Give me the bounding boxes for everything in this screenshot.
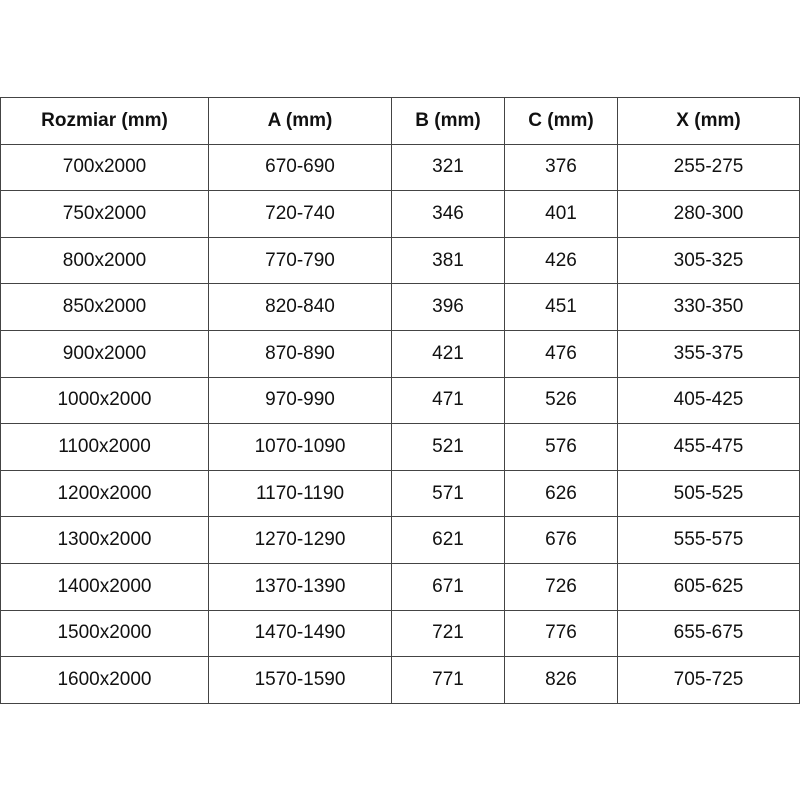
cell-c: 776 — [504, 609, 618, 658]
cell-size: 1500x2000 — [0, 609, 209, 658]
cell-c: 476 — [504, 329, 618, 378]
table-row: 1600x2000 1570-1590 771 826 705-725 — [0, 656, 800, 704]
cell-b: 771 — [391, 656, 505, 704]
cell-b: 671 — [391, 562, 505, 611]
cell-a: 1570-1590 — [208, 656, 392, 704]
cell-c: 426 — [504, 236, 618, 285]
cell-size: 1400x2000 — [0, 562, 209, 611]
table-row: 1400x2000 1370-1390 671 726 605-625 — [0, 562, 800, 611]
table-row: 750x2000 720-740 346 401 280-300 — [0, 190, 800, 238]
cell-x: 605-625 — [617, 562, 800, 611]
cell-a: 970-990 — [208, 376, 392, 425]
header-c: C (mm) — [504, 97, 618, 145]
cell-b: 721 — [391, 609, 505, 658]
table-row: 850x2000 820-840 396 451 330-350 — [0, 283, 800, 331]
cell-c: 626 — [504, 469, 618, 518]
cell-size: 1200x2000 — [0, 469, 209, 518]
header-a: A (mm) — [208, 97, 392, 145]
header-b: B (mm) — [391, 97, 505, 145]
cell-b: 571 — [391, 469, 505, 518]
cell-b: 346 — [391, 190, 505, 238]
cell-a: 1370-1390 — [208, 562, 392, 611]
cell-c: 526 — [504, 376, 618, 425]
cell-x: 280-300 — [617, 190, 800, 238]
cell-a: 1270-1290 — [208, 516, 392, 564]
cell-a: 670-690 — [208, 143, 392, 192]
cell-c: 376 — [504, 143, 618, 192]
cell-b: 321 — [391, 143, 505, 192]
cell-c: 826 — [504, 656, 618, 704]
cell-size: 850x2000 — [0, 283, 209, 331]
cell-x: 305-325 — [617, 236, 800, 285]
cell-size: 1300x2000 — [0, 516, 209, 564]
header-size: Rozmiar (mm) — [0, 97, 209, 145]
cell-x: 505-525 — [617, 469, 800, 518]
cell-a: 720-740 — [208, 190, 392, 238]
cell-a: 1070-1090 — [208, 423, 392, 471]
header-row: Rozmiar (mm) A (mm) B (mm) C (mm) X (mm) — [0, 97, 800, 145]
table-row: 1100x2000 1070-1090 521 576 455-475 — [0, 423, 800, 471]
header-x: X (mm) — [617, 97, 800, 145]
cell-x: 455-475 — [617, 423, 800, 471]
table-row: 1500x2000 1470-1490 721 776 655-675 — [0, 609, 800, 658]
cell-size: 1600x2000 — [0, 656, 209, 704]
cell-x: 655-675 — [617, 609, 800, 658]
cell-size: 900x2000 — [0, 329, 209, 378]
cell-c: 676 — [504, 516, 618, 564]
cell-size: 800x2000 — [0, 236, 209, 285]
cell-a: 870-890 — [208, 329, 392, 378]
table-row: 900x2000 870-890 421 476 355-375 — [0, 329, 800, 378]
cell-c: 451 — [504, 283, 618, 331]
table-row: 700x2000 670-690 321 376 255-275 — [0, 143, 800, 192]
cell-b: 521 — [391, 423, 505, 471]
cell-x: 330-350 — [617, 283, 800, 331]
cell-a: 820-840 — [208, 283, 392, 331]
cell-x: 255-275 — [617, 143, 800, 192]
cell-a: 1170-1190 — [208, 469, 392, 518]
cell-b: 396 — [391, 283, 505, 331]
cell-size: 750x2000 — [0, 190, 209, 238]
cell-c: 726 — [504, 562, 618, 611]
cell-c: 576 — [504, 423, 618, 471]
cell-a: 770-790 — [208, 236, 392, 285]
cell-size: 1100x2000 — [0, 423, 209, 471]
cell-b: 621 — [391, 516, 505, 564]
cell-b: 471 — [391, 376, 505, 425]
dimensions-table: Rozmiar (mm) A (mm) B (mm) C (mm) X (mm)… — [0, 97, 800, 704]
cell-x: 355-375 — [617, 329, 800, 378]
table-row: 800x2000 770-790 381 426 305-325 — [0, 236, 800, 285]
table-row: 1000x2000 970-990 471 526 405-425 — [0, 376, 800, 425]
cell-b: 381 — [391, 236, 505, 285]
table-row: 1300x2000 1270-1290 621 676 555-575 — [0, 516, 800, 564]
cell-x: 405-425 — [617, 376, 800, 425]
cell-c: 401 — [504, 190, 618, 238]
cell-b: 421 — [391, 329, 505, 378]
cell-size: 1000x2000 — [0, 376, 209, 425]
cell-x: 555-575 — [617, 516, 800, 564]
cell-x: 705-725 — [617, 656, 800, 704]
cell-a: 1470-1490 — [208, 609, 392, 658]
table-row: 1200x2000 1170-1190 571 626 505-525 — [0, 469, 800, 518]
cell-size: 700x2000 — [0, 143, 209, 192]
